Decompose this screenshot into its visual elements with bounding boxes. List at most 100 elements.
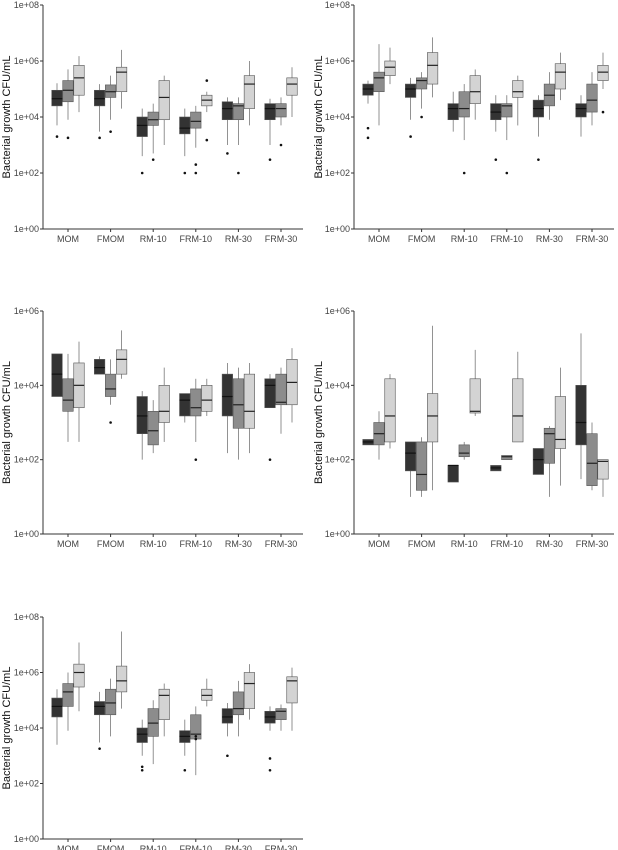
- box-fmom-series-1: [94, 84, 106, 140]
- box-rm-10-series-2: [147, 700, 159, 765]
- outlier-point: [601, 110, 605, 114]
- box-frm-10-series-1: [490, 95, 502, 161]
- x-tick-label: RM-10: [140, 539, 167, 549]
- outlier-point: [409, 135, 412, 138]
- box-body: [384, 60, 396, 76]
- box-rm-30-series-3: [243, 362, 255, 454]
- box-rm-10-series-3: [469, 349, 481, 416]
- box-body: [136, 727, 148, 743]
- box-body: [427, 393, 439, 443]
- box-body: [158, 385, 170, 423]
- outlier-point: [505, 171, 509, 175]
- box-rm-10-series-2: [147, 400, 159, 454]
- x-tick-label: FRM-30: [265, 539, 298, 549]
- box-rm-30-series-3: [554, 367, 566, 486]
- x-tick-label: FRM-30: [265, 844, 298, 850]
- x-tick-label: FRM-10: [180, 234, 213, 244]
- box-body: [62, 378, 74, 412]
- outlier-point: [279, 143, 283, 147]
- box-body: [501, 455, 513, 460]
- outlier-point: [140, 768, 144, 772]
- box-body: [512, 80, 524, 98]
- box-body: [501, 103, 513, 118]
- box-rm-10-series-3: [158, 683, 170, 737]
- y-tick-label: 1e+08: [325, 0, 350, 10]
- box-fmom-series-3: [427, 37, 439, 98]
- box-body: [232, 103, 244, 121]
- x-tick-label: FRM-10: [491, 539, 524, 549]
- box-rm-30-series-3: [554, 52, 566, 101]
- box-body: [62, 683, 74, 707]
- chart-panel-5: 1e+00 1e+02 1e+04 1e+06 1e+08 Bacterial growt…: [1, 612, 303, 850]
- box-body: [362, 83, 374, 96]
- chart-panel-1: 1e+00 1e+02 1e+04 1e+06 1e+08 Bacterial growt…: [1, 0, 303, 244]
- box-body: [532, 448, 544, 475]
- box-body: [264, 378, 276, 409]
- x-tick-label: MOM: [57, 844, 79, 850]
- box-body: [469, 378, 481, 414]
- box-fmom-series-1: [94, 356, 106, 375]
- x-tick-label: FRM-30: [576, 539, 609, 549]
- box-body: [275, 103, 287, 118]
- box-body: [286, 77, 298, 96]
- x-tick-label: RM-10: [451, 234, 478, 244]
- outlier-point: [226, 754, 229, 758]
- box-frm-30-series-3: [597, 52, 609, 114]
- x-tick-label: FRM-10: [180, 539, 213, 549]
- box-frm-10-series-1: [179, 719, 191, 772]
- x-tick-label: FMOM: [408, 234, 436, 244]
- box-body: [447, 103, 459, 121]
- outlier-point: [55, 135, 59, 138]
- box-body: [94, 359, 106, 375]
- box-frm-10-series-3: [201, 378, 213, 416]
- box-body: [105, 373, 117, 397]
- box-fmom-series-1: [405, 77, 417, 138]
- box-body: [158, 688, 170, 720]
- box-rm-30-series-1: [532, 448, 544, 475]
- y-axis-title: Bacterial growth CFU/mL: [1, 667, 13, 790]
- box-frm-30-series-1: [264, 706, 276, 772]
- box-mom-series-3: [384, 47, 396, 85]
- outlier-point: [194, 458, 198, 461]
- box-body: [243, 373, 255, 429]
- box-frm-10-series-2: [190, 378, 202, 461]
- outlier-point: [366, 126, 370, 130]
- box-body: [447, 465, 459, 483]
- box-frm-30-series-2: [586, 422, 598, 491]
- box-body: [158, 80, 170, 121]
- y-tick-label: 1e+06: [325, 306, 350, 316]
- y-axis-title: Bacterial growth CFU/mL: [1, 361, 13, 484]
- box-body: [221, 101, 233, 121]
- outlier-point: [420, 115, 423, 119]
- x-tick-label: MOM: [57, 234, 79, 244]
- box-body: [597, 65, 609, 81]
- box-rm-30-series-2: [232, 97, 244, 175]
- box-frm-30-series-2: [586, 72, 598, 126]
- outlier-point: [98, 136, 101, 140]
- box-body: [554, 63, 566, 90]
- box-rm-10-series-1: [136, 719, 148, 772]
- box-body: [51, 353, 63, 397]
- y-tick-label: 1e+06: [14, 306, 39, 316]
- box-frm-10-series-2: [501, 455, 513, 460]
- box-mom-series-2: [62, 353, 74, 442]
- box-body: [554, 396, 566, 449]
- box-mom-series-1: [51, 353, 63, 397]
- chart-panel-2: 1e+00 1e+02 1e+04 1e+06 1e+08 Bacterial growt…: [313, 0, 614, 244]
- box-frm-10-series-3: [512, 351, 524, 443]
- box-body: [147, 111, 159, 126]
- box-body: [575, 385, 587, 446]
- x-tick-label: RM-10: [140, 844, 167, 850]
- y-tick-label: 1e+04: [325, 112, 350, 122]
- outlier-point: [268, 458, 272, 461]
- y-axis-title: Bacterial growth CFU/mL: [313, 56, 325, 179]
- box-mom-series-3: [384, 374, 396, 449]
- y-tick-label: 1e+06: [14, 56, 39, 66]
- box-body: [201, 385, 213, 412]
- box-rm-30-series-1: [221, 702, 233, 758]
- box-body: [243, 75, 255, 109]
- box-fmom-series-2: [105, 75, 117, 133]
- outlier-point: [194, 171, 198, 175]
- box-fmom-series-2: [105, 359, 117, 424]
- box-rm-10-series-2: [458, 84, 470, 175]
